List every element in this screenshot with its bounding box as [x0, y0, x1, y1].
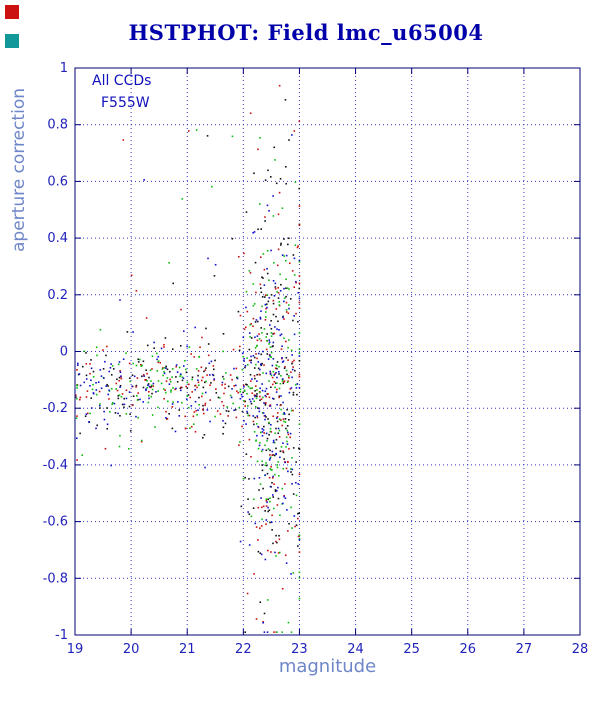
x-tick-label: 26: [460, 642, 477, 657]
y-tick-label: 0.8: [47, 118, 68, 133]
annotation-all-ccds: All CCDs: [92, 73, 152, 89]
y-tick-label: 0: [60, 345, 68, 360]
points-layer: [74, 84, 301, 633]
annotation-filter-f555w: F555W: [101, 95, 150, 111]
x-tick-label: 25: [403, 642, 420, 657]
y-tick-label: -0.6: [43, 515, 68, 530]
y-tick-label: -0.4: [43, 458, 68, 473]
corner-marker-red: [5, 5, 19, 19]
x-tick-label: 20: [123, 642, 140, 657]
y-tick-label: 0.2: [47, 288, 68, 303]
x-tick-label: 28: [572, 642, 589, 657]
y-tick-label: 1: [60, 61, 68, 76]
tick-labels-layer: 19 20 21 22 23 24 25 26 27 28 1 0.8 0.6 0.4 0.2 0 -0.2 -0…: [43, 61, 589, 657]
y-tick-label: -1: [55, 628, 68, 643]
y-tick-label: -0.2: [43, 401, 68, 416]
x-tick-label: 22: [235, 642, 252, 657]
x-axis-label: magnitude: [278, 656, 377, 677]
plot-title: HSTPHOT: Field lmc_u65004: [128, 20, 484, 45]
axes-layer: [74, 67, 581, 636]
y-axis-label: aperture correction: [9, 88, 29, 252]
grid-layer: [75, 68, 580, 635]
y-tick-label: 0.4: [47, 231, 68, 246]
y-tick-label: 0.6: [47, 174, 68, 189]
x-tick-label: 19: [67, 642, 84, 657]
corner-marker-teal: [5, 34, 19, 48]
x-tick-label: 24: [347, 642, 364, 657]
y-tick-label: -0.8: [43, 571, 68, 586]
x-tick-label: 23: [291, 642, 308, 657]
x-tick-label: 21: [179, 642, 196, 657]
x-tick-label: 27: [516, 642, 533, 657]
